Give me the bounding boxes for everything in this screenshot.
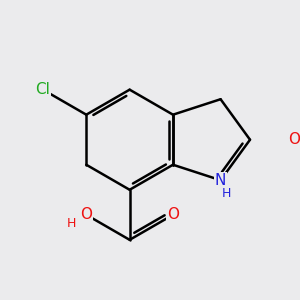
Text: Cl: Cl bbox=[35, 82, 50, 97]
Text: O: O bbox=[167, 207, 179, 222]
Text: N: N bbox=[215, 173, 226, 188]
Text: H: H bbox=[221, 188, 231, 200]
Text: O: O bbox=[289, 132, 300, 147]
Text: H: H bbox=[67, 217, 76, 230]
Text: O: O bbox=[80, 207, 92, 222]
